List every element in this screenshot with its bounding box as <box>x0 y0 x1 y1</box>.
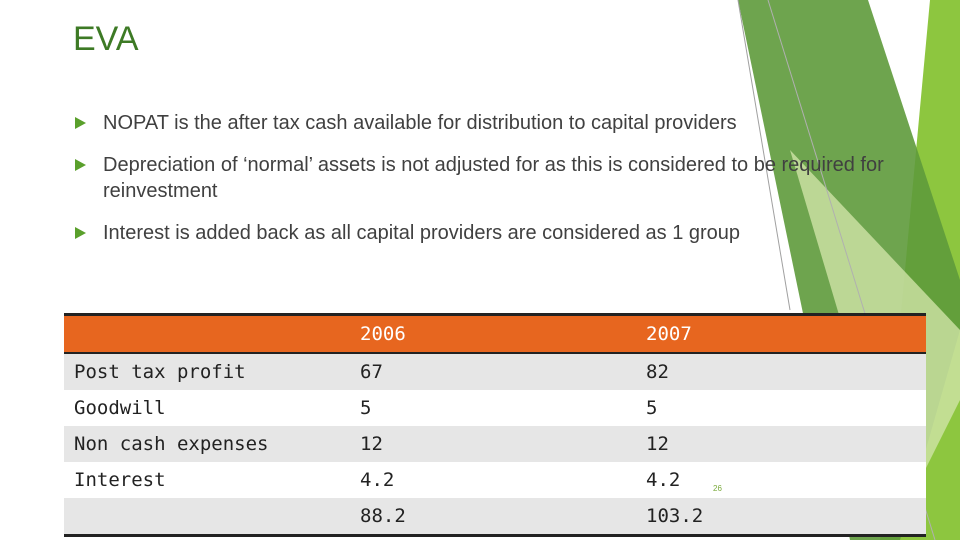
slide-title: EVA <box>73 20 139 58</box>
table-header-row: 2006 2007 <box>64 314 926 354</box>
total-2006: 88.2 <box>360 505 406 527</box>
bullet-text: Depreciation of ‘normal’ assets is not a… <box>103 154 884 202</box>
bullet-text: Interest is added back as all capital pr… <box>103 222 741 244</box>
triangle-bullet-icon <box>75 227 86 239</box>
row-label: Goodwill <box>74 397 166 419</box>
table-row: Goodwill 5 5 <box>64 390 926 426</box>
table-row: Post tax profit 67 82 <box>64 353 926 390</box>
value-2007: 12 <box>646 433 669 455</box>
nopat-table: 2006 2007 Post tax profit 67 82 Goodwill… <box>64 313 926 537</box>
page-number: 26 <box>713 484 722 493</box>
value-2007: 82 <box>646 361 669 383</box>
table-total-row: 88.2 103.2 <box>64 498 926 536</box>
thin-line-2 <box>767 0 936 540</box>
bullet-item: Interest is added back as all capital pr… <box>75 220 895 246</box>
value-2006: 4.2 <box>360 469 395 491</box>
value-2007: 4.2 <box>646 469 681 491</box>
bullet-list: NOPAT is the after tax cash available fo… <box>75 110 895 262</box>
row-label: Post tax profit <box>74 361 246 383</box>
header-cell-2006: 2006 <box>350 314 636 354</box>
header-cell-label <box>64 314 350 354</box>
value-2006: 67 <box>360 361 383 383</box>
value-2007: 5 <box>646 397 658 419</box>
table-row: Interest 4.2 4.2 <box>64 462 926 498</box>
bullet-item: NOPAT is the after tax cash available fo… <box>75 110 895 136</box>
total-2007: 103.2 <box>646 505 704 527</box>
triangle-bullet-icon <box>75 159 86 171</box>
triangle-bullet-icon <box>75 117 86 129</box>
row-label: Interest <box>74 469 166 491</box>
value-2006: 12 <box>360 433 383 455</box>
thin-line-1 <box>737 0 791 311</box>
header-cell-2007: 2007 <box>636 314 926 354</box>
value-2006: 5 <box>360 397 372 419</box>
row-label <box>64 498 350 536</box>
table-row: Non cash expenses 12 12 <box>64 426 926 462</box>
bullet-text: NOPAT is the after tax cash available fo… <box>103 112 737 134</box>
bullet-item: Depreciation of ‘normal’ assets is not a… <box>75 152 895 204</box>
row-label: Non cash expenses <box>74 433 269 455</box>
